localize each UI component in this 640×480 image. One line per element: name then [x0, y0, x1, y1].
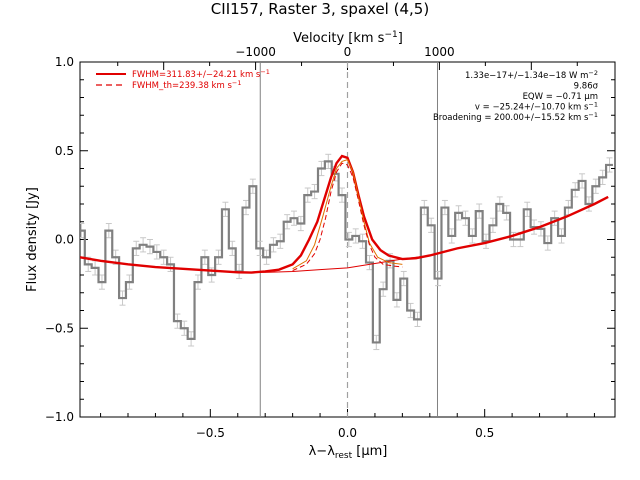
spectrum-step-line — [80, 160, 613, 344]
plot-area — [80, 62, 613, 417]
line-component — [292, 159, 403, 270]
y-tick-label: −1.0 — [45, 410, 74, 424]
x-axis-label-unit: [μm] — [352, 444, 387, 459]
y-tick-label: 0.5 — [55, 144, 74, 158]
top-tick-label: 0 — [344, 45, 352, 59]
chart-title: CII157, Raster 3, spaxel (4,5) — [211, 0, 429, 18]
fit-annotation: 9.86σ — [574, 82, 599, 92]
top-tick-label: 1000 — [424, 45, 455, 59]
axes-group: −0.5 0.0 0.5 −1.0 −0.5 0.0 0.5 1.0 −1000 0 1000 — [45, 45, 616, 440]
legend-label: FWHM=311.83+/−24.21 km s−1 — [132, 68, 270, 80]
x-axis-label: λ−λrest [μm] — [309, 444, 388, 461]
y-tick-label: 1.0 — [55, 55, 74, 69]
spectrum-data — [80, 153, 613, 351]
x-axis-label-main: λ−λ — [309, 444, 336, 459]
continuum-line — [80, 196, 609, 273]
fit-annotation: v = −25.24+/−10.70 km s−1 — [475, 101, 598, 113]
top-axis-label-main: Velocity [km s — [293, 31, 385, 46]
fit-annotation: Broadening = 200.00+/−15.52 km s−1 — [433, 111, 598, 123]
top-axis-label-superscript: −1 — [384, 30, 397, 40]
top-tick-label: −1000 — [235, 45, 276, 59]
fit-annotation: EQW = −0.71 μm — [523, 92, 598, 102]
y-axis-label: Flux density [Jy] — [25, 187, 40, 292]
y-tick-label: 0.0 — [55, 233, 74, 247]
fit-annotation: 1.33e−17+/−1.34e−18 W m−2 — [465, 69, 598, 81]
legend-label: FWHM_th=239.38 km s−1 — [132, 79, 241, 91]
x-axis-label-subscript: rest — [335, 451, 353, 461]
x-tick-label: 0.0 — [338, 426, 357, 440]
top-axis-label: Velocity [km s−1] — [293, 30, 403, 46]
top-axis-label-close: ] — [398, 31, 403, 46]
legend: FWHM=311.83+/−24.21 km s−1FWHM_th=239.38… — [96, 68, 270, 91]
x-tick-label: −0.5 — [196, 426, 225, 440]
y-tick-label: −0.5 — [45, 321, 74, 335]
thermal-profile-line — [292, 162, 403, 272]
x-tick-label: 0.5 — [475, 426, 494, 440]
